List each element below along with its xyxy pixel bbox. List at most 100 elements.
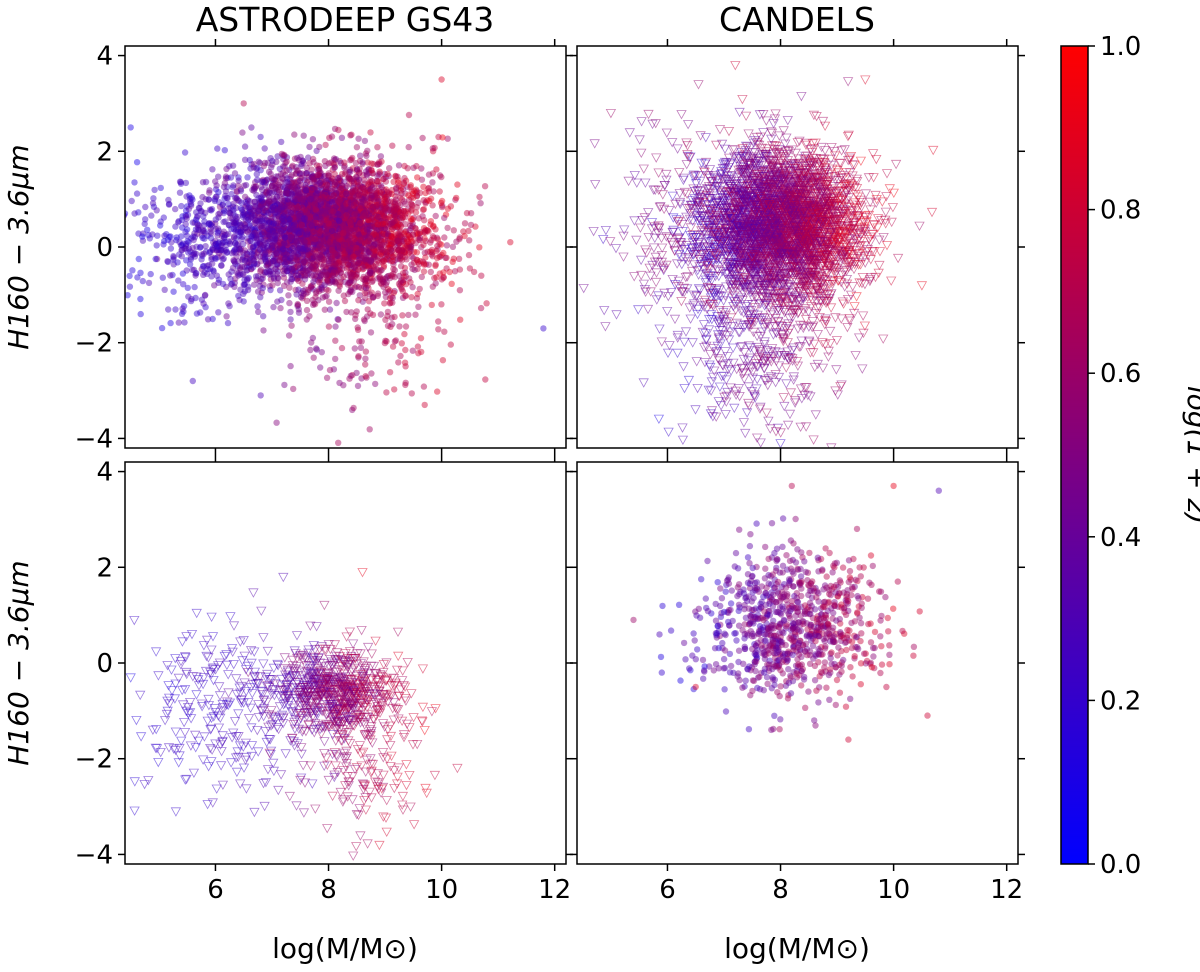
data-point [355, 224, 362, 231]
data-point [399, 185, 407, 193]
data-point [300, 228, 307, 235]
data-point [285, 190, 292, 197]
data-point [309, 255, 316, 262]
data-point [344, 238, 351, 245]
data-point [323, 184, 330, 191]
data-point [348, 156, 355, 163]
data-point [221, 147, 228, 154]
data-point [391, 313, 398, 321]
data-point [285, 237, 292, 245]
data-point [380, 219, 387, 226]
data-point [346, 270, 354, 277]
data-point [216, 203, 224, 210]
data-point [292, 241, 299, 249]
data-point [328, 268, 335, 276]
data-point [280, 231, 287, 238]
data-point [144, 226, 151, 233]
data-point [308, 272, 315, 279]
data-point [290, 261, 297, 269]
data-point [351, 345, 358, 352]
data-point [398, 340, 405, 347]
data-point [371, 182, 378, 189]
data-point [200, 250, 208, 257]
data-point [244, 196, 251, 203]
data-point [51, 250, 57, 256]
data-point [321, 202, 328, 210]
data-point [345, 206, 352, 213]
data-point [244, 228, 251, 235]
data-point [292, 236, 299, 243]
data-point [343, 253, 350, 260]
data-point [429, 179, 436, 186]
data-point [274, 260, 281, 268]
data-point [237, 186, 244, 193]
data-point [296, 233, 303, 241]
data-point [328, 198, 335, 206]
data-point [370, 293, 377, 301]
data-point [352, 208, 360, 215]
data-point [380, 238, 388, 246]
data-point [368, 216, 375, 223]
data-point [233, 241, 241, 249]
data-point [323, 245, 330, 253]
data-point [276, 209, 284, 216]
data-point [270, 303, 277, 311]
data-point [700, 133, 711, 143]
data-point [306, 226, 313, 234]
data-point [337, 208, 344, 215]
data-point [244, 267, 251, 274]
data-point [267, 245, 274, 252]
data-point [398, 284, 405, 291]
data-point [416, 234, 424, 242]
data-point [401, 264, 409, 272]
data-point [331, 278, 338, 285]
data-point [346, 199, 354, 206]
data-point [237, 187, 245, 195]
data-point [465, 251, 473, 259]
data-point [435, 326, 442, 333]
data-point [382, 178, 390, 185]
data-point [336, 283, 343, 290]
data-point [483, 300, 490, 307]
data-point [318, 210, 325, 217]
data-point [199, 179, 207, 186]
data-point [438, 76, 445, 83]
data-point [246, 222, 253, 229]
data-point [270, 257, 277, 264]
data-point [267, 286, 274, 294]
data-point [310, 200, 317, 208]
data-point [244, 200, 251, 207]
data-point [286, 215, 293, 223]
data-point [399, 213, 406, 221]
data-point [316, 143, 323, 151]
data-point [250, 185, 258, 192]
data-point [148, 212, 155, 219]
data-point [291, 274, 298, 281]
data-point [175, 319, 182, 326]
data-point [176, 189, 184, 196]
data-point [265, 206, 273, 214]
data-point [333, 182, 341, 190]
data-point [351, 252, 358, 259]
data-point [413, 249, 421, 256]
data-point [299, 242, 306, 249]
data-point [317, 364, 324, 371]
data-point [267, 233, 274, 240]
data-point [220, 209, 227, 217]
data-point [222, 173, 230, 180]
data-point [347, 197, 354, 204]
data-point [303, 267, 310, 274]
data-point [240, 100, 247, 107]
data-point [374, 215, 381, 222]
data-point [311, 185, 318, 192]
data-point [83, 194, 89, 200]
data-point [390, 235, 398, 242]
data-point [420, 206, 428, 213]
data-point [236, 264, 244, 271]
data-point [384, 223, 391, 230]
data-point [339, 226, 347, 233]
data-point [337, 185, 344, 192]
data-point [324, 241, 331, 248]
data-point [425, 184, 433, 192]
data-point [288, 171, 296, 179]
